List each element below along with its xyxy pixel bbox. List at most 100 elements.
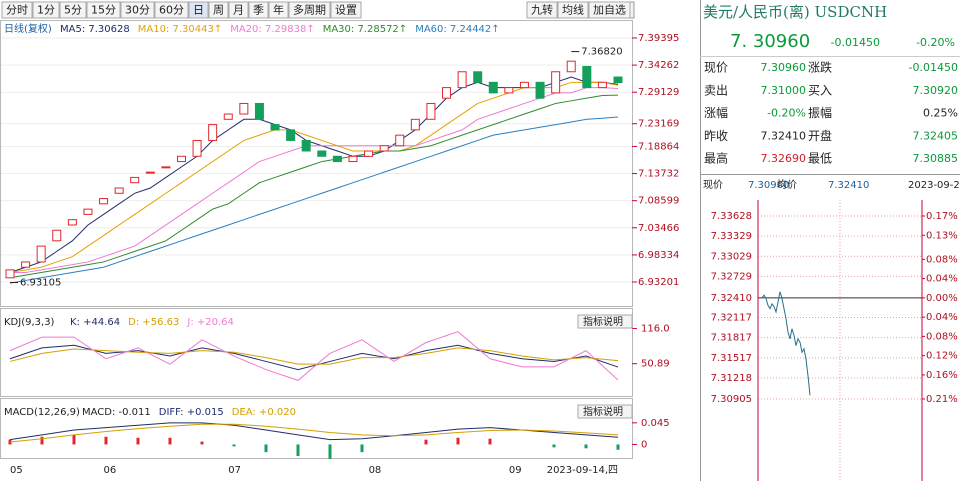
y-tick-label: 7.31218 (711, 373, 752, 384)
x-tick-label: 07 (228, 465, 241, 476)
candle (270, 124, 280, 131)
toolbar-button[interactable] (228, 1, 249, 19)
y-tick-label: 0.045 (641, 418, 670, 429)
kdj-panel (0, 308, 633, 397)
macd-panel (0, 398, 633, 459)
candle (566, 60, 576, 73)
quote-label: 昨收 (704, 129, 728, 143)
candle (52, 229, 62, 242)
toolbar-button[interactable] (588, 1, 631, 19)
indicator-help-button[interactable] (577, 314, 633, 329)
quote-value: 7.32410 (761, 129, 807, 142)
toolbar-button[interactable] (288, 1, 331, 19)
toolbar-button[interactable] (208, 1, 229, 19)
toolbar-button-label: 设置 (335, 4, 357, 17)
intraday-header: 2023-09-28 (908, 180, 960, 191)
candle (130, 176, 140, 184)
y-tick-label: 7.32729 (711, 271, 752, 282)
quote-value: 0.25% (923, 107, 958, 120)
legend-entry: MA60: 7.24442↑ (415, 24, 499, 35)
toolbar-button-label: 日 (193, 4, 204, 17)
ma-line (9, 81, 619, 274)
intraday-header: 7.30960 (748, 180, 789, 191)
y-tick-label: 7.31817 (711, 333, 752, 344)
x-tick-label: 08 (369, 465, 382, 476)
toolbar-button[interactable] (120, 1, 155, 19)
macd-bar (616, 444, 620, 450)
candle (442, 87, 452, 99)
x-tick-label: 06 (104, 465, 117, 476)
y-tick-label: 7.29129 (638, 87, 679, 98)
macd-bar (296, 444, 300, 456)
toolbar-button[interactable] (557, 1, 589, 19)
macd-bar (584, 444, 588, 449)
candle (348, 155, 358, 163)
indicator-title: MACD(12,26,9) (4, 407, 80, 418)
candle (379, 145, 389, 152)
legend-entry: MA10: 7.30443↑ (138, 24, 222, 35)
macd-bar (72, 434, 76, 445)
toolbar-button[interactable] (59, 1, 87, 19)
toolbar-button[interactable] (330, 1, 362, 19)
toolbar-button[interactable] (32, 1, 60, 19)
toolbar-button-label: 60分 (159, 4, 184, 17)
quote-value: 7.32405 (913, 129, 959, 142)
toolbar-button[interactable] (268, 1, 289, 19)
toolbar-button[interactable] (154, 1, 189, 19)
indicator-line (9, 344, 619, 371)
quote-value: -0.20% (767, 107, 806, 120)
candle (5, 269, 15, 279)
toolbar-button-label: 年 (273, 3, 284, 17)
macd-bar (424, 439, 428, 445)
candle (473, 71, 483, 83)
quote-label: 振幅 (808, 105, 832, 120)
candle (410, 118, 420, 131)
toolbar-button[interactable] (188, 1, 209, 19)
toolbar-button[interactable] (248, 1, 269, 19)
candle (21, 261, 31, 268)
x-tick-label: 2023-09-14,四 (547, 465, 618, 476)
candle (254, 102, 264, 120)
quote-value: 7.32690 (761, 152, 807, 165)
candle (597, 81, 607, 89)
y-tick-label: 7.32117 (711, 313, 752, 324)
quote-label: 买入 (808, 83, 832, 97)
macd-bar (104, 436, 108, 445)
ma-line (10, 87, 619, 274)
legend-entry: MA5: 7.30628 (60, 24, 130, 35)
y-tick-label: 116.0 (641, 323, 670, 334)
main-panel (0, 20, 633, 307)
legend-entry: D: +56.63 (128, 317, 179, 328)
y-tick-label: 6.98334 (638, 250, 679, 261)
ma-line (9, 76, 619, 273)
quote-value: 7.31000 (761, 84, 807, 97)
quote-value: 7.30920 (913, 84, 959, 97)
y-tick-label: 7.23169 (638, 119, 679, 130)
quote-price: 7. 30960 (730, 31, 810, 52)
y2-tick-label: 0.17% (926, 211, 958, 222)
candle (67, 219, 77, 226)
quote-title: 美元/人民币(离) USDCNH (703, 3, 887, 21)
intraday-header: 现价 (703, 179, 723, 191)
y2-tick-label: 0.04% (926, 312, 958, 323)
toolbar-button[interactable] (526, 1, 558, 19)
y-tick-label: 7.33029 (711, 251, 752, 262)
y2-tick-label: 0.04% (926, 274, 958, 285)
indicator-line (9, 423, 619, 443)
toolbar-button-label: 月 (233, 4, 244, 17)
quote-label: 最高 (704, 151, 728, 166)
price-line (761, 291, 811, 396)
quote-label: 开盘 (808, 128, 832, 143)
indicator-title: KDJ(9,3,3) (4, 317, 55, 328)
candle (176, 155, 186, 163)
toolbar-button[interactable] (1, 1, 33, 19)
y2-tick-label: 0.16% (926, 370, 958, 381)
toolbar-button[interactable] (86, 1, 121, 19)
candle (145, 171, 155, 174)
toolbar-button-label: 季 (253, 4, 264, 17)
macd-bar (552, 444, 556, 448)
indicator-help-button[interactable] (577, 404, 633, 419)
toolbar-button-label: 周 (213, 4, 224, 17)
y-tick-label: 7.30905 (711, 394, 752, 405)
